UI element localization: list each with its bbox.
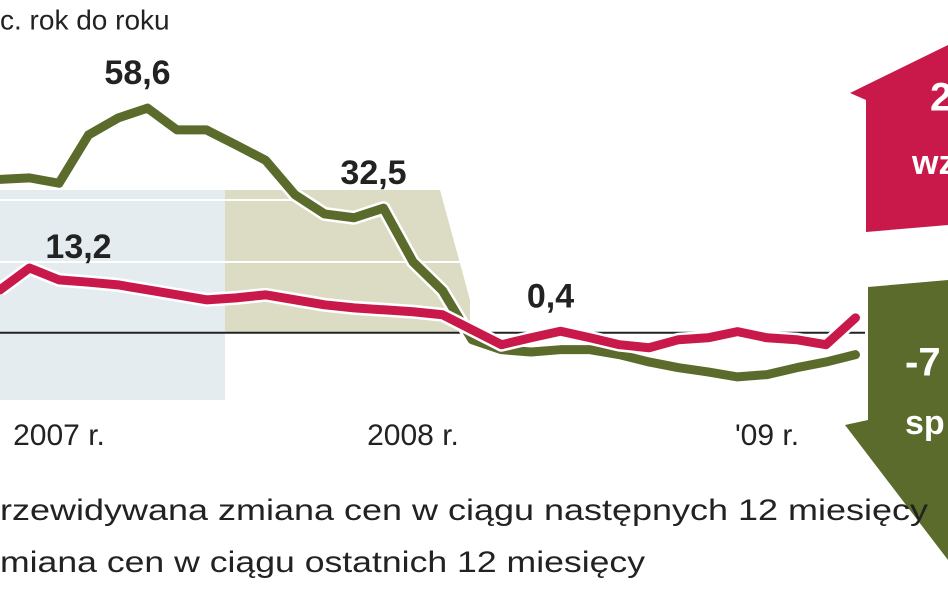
arrow-text: sp xyxy=(905,404,945,442)
value-label: 0,4 xyxy=(527,277,574,315)
line xyxy=(0,263,860,353)
arrow-text: -7 xyxy=(905,341,941,385)
x-tick-label: '09 r. xyxy=(735,419,799,452)
arrow-down xyxy=(845,280,948,560)
arrow-text: wz xyxy=(911,144,948,182)
legend-label: rzewidywana zmiana cen w ciągu następnyc… xyxy=(0,494,928,527)
x-tick-label: 2007 r. xyxy=(13,419,105,452)
line xyxy=(0,103,860,382)
value-label: 58,6 xyxy=(104,54,170,92)
arrow-up xyxy=(850,45,948,232)
value-label: 32,5 xyxy=(340,154,406,192)
legend-label: miana cen w ciągu ostatnich 12 miesięcy xyxy=(0,546,645,579)
y-axis-label: c. rok do roku xyxy=(0,4,170,35)
arrow-text: 2 xyxy=(930,76,948,120)
value-label: 13,2 xyxy=(45,228,111,266)
x-tick-label: 2008 r. xyxy=(367,419,459,452)
